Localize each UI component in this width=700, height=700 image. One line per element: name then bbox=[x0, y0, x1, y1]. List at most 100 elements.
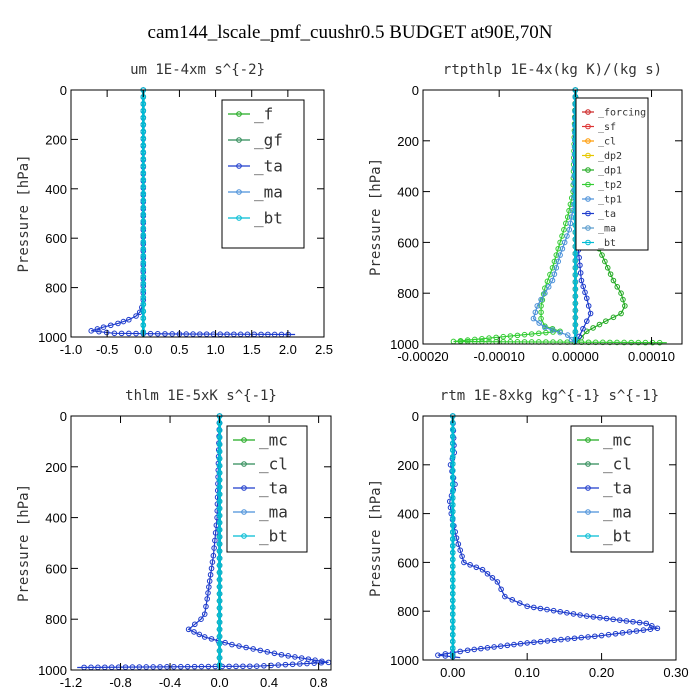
data-point bbox=[140, 204, 147, 211]
data-point bbox=[654, 625, 661, 632]
data-point bbox=[449, 467, 456, 474]
data-point bbox=[229, 641, 235, 648]
legend-swatch-marker bbox=[236, 111, 242, 117]
plot-frame bbox=[422, 89, 683, 345]
legend-swatch-marker bbox=[585, 152, 591, 159]
data-point bbox=[545, 284, 552, 290]
data-point bbox=[572, 250, 579, 257]
data-point bbox=[185, 626, 192, 633]
data-point bbox=[607, 339, 613, 346]
data-point bbox=[531, 639, 537, 646]
data-point bbox=[580, 325, 586, 332]
data-point bbox=[576, 333, 582, 340]
data-point bbox=[205, 663, 212, 670]
x-tick-label: -0.4 bbox=[159, 675, 181, 690]
data-point bbox=[209, 559, 216, 565]
x-tick-label: 0.00010 bbox=[628, 349, 675, 364]
data-point bbox=[216, 484, 223, 490]
data-point bbox=[538, 309, 544, 316]
legend-swatch-marker bbox=[585, 167, 591, 173]
data-point bbox=[572, 314, 579, 321]
data-point bbox=[164, 664, 170, 670]
y-tick-label: 200 bbox=[397, 458, 419, 473]
data-point bbox=[212, 530, 219, 536]
y-tick-label: 0 bbox=[60, 83, 67, 98]
data-point bbox=[184, 663, 191, 670]
plot-frame bbox=[422, 415, 677, 661]
legend-entry-label: _mc bbox=[259, 431, 288, 450]
data-point bbox=[449, 584, 456, 590]
data-point bbox=[143, 664, 150, 670]
data-point bbox=[253, 663, 260, 669]
x-tick-label: 0.0 bbox=[211, 675, 229, 690]
legend-swatch-marker bbox=[585, 485, 591, 491]
data-point bbox=[140, 128, 147, 135]
data-point bbox=[640, 627, 647, 633]
data-point bbox=[449, 515, 456, 522]
data-point bbox=[208, 636, 215, 642]
data-point bbox=[559, 245, 566, 252]
data-point bbox=[449, 440, 456, 447]
data-point bbox=[140, 156, 147, 162]
data-point bbox=[442, 651, 449, 657]
data-point bbox=[120, 318, 127, 325]
legend-entry-label: _bt bbox=[598, 238, 616, 249]
legend-entry-label: _tp2 bbox=[598, 180, 622, 191]
data-point bbox=[216, 455, 223, 462]
data-point bbox=[216, 462, 223, 469]
data-point bbox=[449, 447, 456, 453]
data-point bbox=[592, 339, 599, 346]
legend-swatch-marker bbox=[585, 225, 591, 231]
panel-4: rtm 1E-8xkg kg^{-1} s^{-1} Pressure [hPa]… bbox=[368, 388, 689, 680]
y-axis-label: Pressure [hPa] bbox=[16, 484, 32, 602]
legend-swatch-marker bbox=[241, 437, 247, 443]
legend-entry-label: _ma bbox=[598, 224, 616, 235]
legend-entry-label: _ma bbox=[259, 503, 288, 522]
data-point bbox=[635, 339, 642, 346]
data-point bbox=[206, 578, 213, 584]
data-point bbox=[449, 495, 456, 501]
data-point bbox=[216, 477, 223, 483]
data-point bbox=[599, 252, 605, 258]
data-point bbox=[532, 309, 539, 316]
data-point bbox=[599, 339, 606, 346]
legend-swatch-marker bbox=[585, 533, 591, 539]
data-point bbox=[583, 295, 590, 302]
data-point bbox=[192, 621, 198, 628]
data-point bbox=[572, 265, 579, 271]
y-tick-label: 800 bbox=[45, 281, 67, 296]
data-point bbox=[318, 659, 325, 666]
x-tick-label: 0.5 bbox=[170, 342, 188, 357]
legend-entry-label: _cl bbox=[603, 455, 632, 474]
data-point bbox=[484, 645, 491, 651]
data-point bbox=[623, 618, 630, 624]
legend-entry-label: _gf bbox=[254, 131, 283, 150]
data-point bbox=[633, 628, 640, 634]
y-tick-label: 600 bbox=[45, 561, 67, 576]
data-point bbox=[203, 603, 209, 610]
legend-entry-label: _mc bbox=[603, 431, 632, 450]
data-point bbox=[489, 575, 496, 581]
data-point bbox=[566, 207, 572, 214]
data-point bbox=[449, 502, 456, 508]
data-point bbox=[578, 634, 585, 641]
data-point bbox=[544, 638, 551, 644]
data-point bbox=[140, 301, 147, 308]
data-point bbox=[656, 339, 663, 346]
data-point bbox=[449, 481, 456, 488]
data-point bbox=[585, 634, 591, 640]
data-point bbox=[449, 426, 456, 433]
data-point bbox=[449, 461, 456, 467]
data-point bbox=[576, 254, 582, 261]
panel-2: rtpthlp 1E-4x(kg K)/(kg s) Pressure [hPa]… bbox=[368, 62, 683, 364]
data-point bbox=[250, 646, 256, 652]
y-tick-label: 0 bbox=[412, 83, 419, 98]
x-tick-label: 0.10 bbox=[515, 665, 540, 680]
panel-title: rtpthlp 1E-4x(kg K)/(kg s) bbox=[443, 62, 662, 78]
data-point bbox=[198, 616, 204, 623]
data-point bbox=[551, 271, 558, 277]
legend-swatch-marker bbox=[585, 181, 591, 188]
legend-swatch-marker bbox=[585, 210, 591, 217]
x-tick-label: 0.8 bbox=[310, 675, 328, 690]
data-point bbox=[449, 631, 456, 638]
